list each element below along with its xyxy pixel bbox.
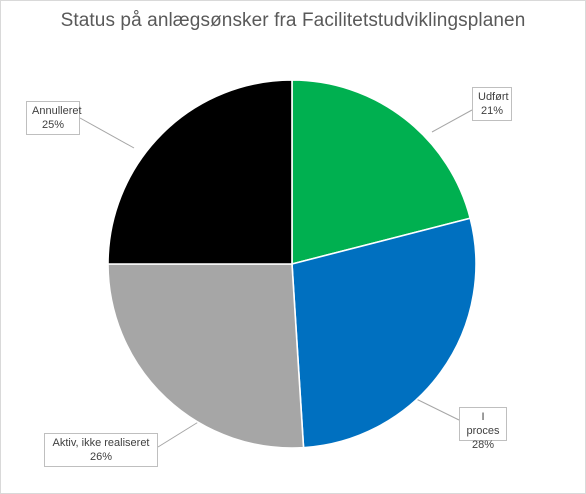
pie-slice-i-proces: [291, 217, 477, 449]
data-label-category: I proces: [466, 411, 500, 437]
pie-slice-udfoert: [291, 79, 472, 266]
data-label-category: Udført: [478, 91, 509, 103]
data-label-annulleret: Annulleret 25%: [26, 101, 82, 135]
data-label-value: 25%: [41, 119, 65, 131]
chart-title: Status på anlægsønsker fra Facilitetstud…: [60, 10, 526, 31]
data-label-category: Aktiv, ikke realiseret: [52, 437, 150, 449]
data-label-aktiv-ikke-realiseret: Aktiv, ikke realiseret 26%: [44, 433, 158, 467]
data-label-value: 26%: [89, 451, 113, 463]
data-label-udfoert: Udført 21%: [472, 87, 512, 121]
leader-line-udfoert: [431, 109, 473, 133]
data-label-i-proces: I proces 28%: [459, 407, 507, 451]
data-label-value: 28%: [471, 439, 495, 451]
pie-slice-annulleret: [107, 79, 293, 265]
leader-line-annulleret: [79, 117, 135, 149]
pie-slice-aktiv-ikke-realiseret: [107, 263, 305, 449]
data-label-category: Annulleret: [32, 105, 82, 117]
data-label-value: 21%: [480, 105, 504, 117]
